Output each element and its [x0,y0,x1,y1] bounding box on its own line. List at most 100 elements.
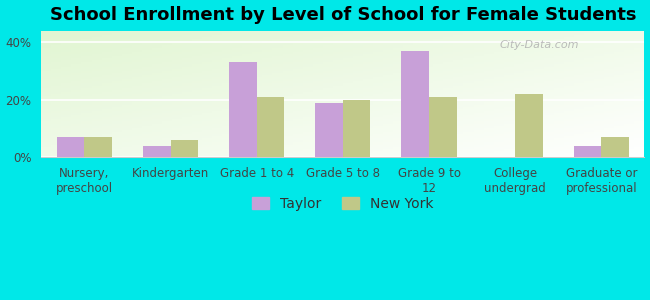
Bar [584,75,594,77]
Bar [42,104,51,106]
Bar [232,94,242,96]
Bar [323,85,333,88]
Bar [212,73,222,75]
Bar [564,77,574,79]
Bar [604,115,614,117]
Bar [313,64,323,67]
Bar [152,106,162,109]
Bar [413,62,423,64]
Bar [625,113,634,115]
Bar [152,140,162,142]
Bar [142,124,152,126]
Bar [263,56,272,58]
Bar [413,73,423,75]
Bar [333,47,343,50]
Bar [524,147,534,149]
Bar [112,60,122,62]
Bar [263,136,272,138]
Bar [434,85,443,88]
Bar [222,37,232,39]
Bar [101,104,112,106]
Bar [353,67,363,69]
Bar [182,79,192,81]
Bar [634,102,644,104]
Bar [463,106,474,109]
Bar [81,54,92,56]
Bar [292,79,303,81]
Bar [574,67,584,69]
Bar [614,155,625,157]
Bar [292,81,303,83]
Bar [383,54,393,56]
Bar [423,100,434,102]
Bar [142,43,152,45]
Bar [242,94,252,96]
Bar [474,149,484,151]
Bar [423,88,434,90]
Bar [373,155,383,157]
Bar [524,94,534,96]
Bar [212,124,222,126]
Bar [292,54,303,56]
Bar [283,56,292,58]
Bar [142,106,152,109]
Bar [272,122,283,124]
Bar [122,149,132,151]
Bar [303,140,313,142]
Bar [454,88,463,90]
Bar [474,73,484,75]
Bar [484,85,493,88]
Bar [363,64,373,67]
Bar [524,134,534,136]
Bar [383,104,393,106]
Bar [252,104,263,106]
Bar [393,138,403,140]
Bar [534,33,544,35]
Bar [232,58,242,60]
Bar [152,147,162,149]
Bar [272,92,283,94]
Bar [323,153,333,155]
Bar [162,41,172,43]
Bar [484,75,493,77]
Bar [272,124,283,126]
Bar [514,117,524,119]
Bar [584,33,594,35]
Bar [484,132,493,134]
Bar [42,37,51,39]
Bar [434,151,443,153]
Bar [72,77,81,79]
Bar [604,81,614,83]
Bar [92,85,101,88]
Bar [192,67,202,69]
Bar [51,73,61,75]
Bar [584,155,594,157]
Bar [454,41,463,43]
Bar [474,136,484,138]
Bar [413,43,423,45]
Bar [504,124,514,126]
Bar [353,47,363,50]
Bar [142,115,152,117]
Bar [162,122,172,124]
Bar [42,79,51,81]
Bar [544,98,554,100]
Bar [625,75,634,77]
Bar [292,151,303,153]
Bar [413,81,423,83]
Bar [232,79,242,81]
Bar [152,85,162,88]
Bar [594,149,604,151]
Bar [242,122,252,124]
Bar [142,62,152,64]
Bar [263,33,272,35]
Bar [222,35,232,37]
Bar [72,41,81,43]
Bar [323,88,333,90]
Bar [383,100,393,102]
Bar [112,140,122,142]
Bar [263,39,272,41]
Bar [142,54,152,56]
Bar [192,126,202,128]
Bar [524,52,534,54]
